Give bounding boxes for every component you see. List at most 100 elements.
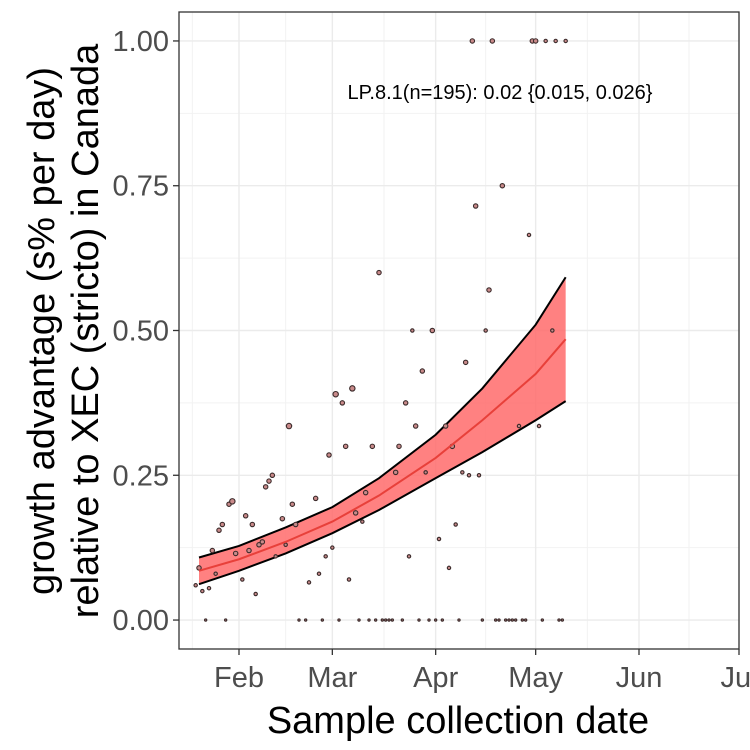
annotation-text: LP.8.1(n=195): 0.02 {0.015, 0.026} — [348, 82, 653, 104]
y-axis-title-line-1: growth advantage (s% per day) — [21, 67, 63, 595]
data-point — [483, 328, 488, 333]
ribbon-lower-edge — [198, 400, 567, 586]
data-point — [489, 38, 496, 44]
data-point — [362, 489, 369, 496]
data-point — [376, 269, 382, 276]
data-point — [563, 38, 568, 44]
data-point — [440, 618, 445, 622]
data-point — [279, 515, 286, 522]
data-point — [436, 536, 442, 542]
data-point — [285, 422, 293, 430]
x-tick-label: Jul — [720, 662, 750, 694]
data-point — [337, 618, 341, 622]
data-point — [320, 618, 325, 622]
data-point — [219, 521, 226, 528]
data-point — [510, 618, 515, 622]
data-point — [536, 423, 542, 429]
data-point — [229, 498, 236, 505]
data-point — [560, 618, 565, 622]
data-point — [412, 423, 419, 429]
data-point — [540, 618, 545, 622]
x-tick-label: Jun — [616, 662, 663, 694]
y-tick-label: 0.00 — [113, 605, 169, 637]
data-point — [346, 577, 352, 582]
data-point — [209, 547, 216, 554]
data-point — [550, 328, 555, 333]
data-point — [387, 618, 391, 622]
data-point — [520, 618, 525, 622]
data-point — [357, 618, 361, 622]
data-point — [493, 618, 498, 622]
data-point — [557, 618, 561, 622]
axis-ticks: 0.00 0.25 0.50 0.75 1.00 Feb Mar Apr May Jun Jul — [113, 26, 750, 694]
data-point — [339, 400, 346, 406]
data-point — [306, 580, 312, 585]
data-point — [429, 327, 436, 334]
data-point — [203, 618, 208, 622]
data-point — [330, 545, 335, 550]
data-point — [200, 588, 205, 594]
data-point — [410, 328, 415, 333]
data-point — [332, 390, 339, 398]
data-point — [406, 554, 412, 559]
data-point — [480, 618, 485, 622]
data-point — [289, 501, 296, 507]
data-point — [380, 618, 385, 622]
x-tick-label: Apr — [413, 662, 458, 694]
data-point — [367, 618, 371, 622]
data-point — [442, 423, 449, 429]
data-point — [469, 38, 476, 44]
data-point — [273, 554, 278, 559]
data-point — [349, 385, 356, 392]
data-point — [513, 618, 518, 622]
y-tick-label: 0.25 — [113, 460, 169, 492]
x-tick-label: May — [508, 662, 563, 694]
data-point — [253, 591, 258, 597]
data-point — [419, 368, 426, 374]
data-point — [462, 359, 469, 366]
y-tick-label: 0.50 — [113, 316, 169, 348]
data-point — [523, 618, 528, 622]
data-point — [499, 182, 506, 189]
data-point — [269, 472, 276, 479]
data-point — [497, 618, 501, 622]
data-point — [466, 473, 472, 478]
data-point — [312, 495, 319, 502]
fit-line — [198, 338, 567, 572]
y-tick-label: 1.00 — [113, 26, 169, 58]
data-point — [256, 542, 262, 548]
data-point — [342, 443, 349, 450]
data-point — [507, 618, 511, 622]
data-point — [400, 618, 405, 622]
data-point — [433, 618, 438, 622]
data-point — [292, 521, 299, 528]
data-point — [316, 571, 322, 576]
data-point — [246, 547, 252, 554]
data-point — [402, 400, 409, 406]
data-point — [240, 577, 245, 582]
data-point — [453, 522, 458, 527]
x-tick-label: Feb — [214, 662, 264, 694]
data-point — [360, 519, 365, 524]
data-point — [193, 583, 198, 588]
data-point — [266, 478, 272, 484]
y-axis-title-line-2: relative to XEC (stricto) in Canada — [65, 43, 107, 618]
data-point — [427, 618, 431, 622]
data-point — [543, 38, 548, 44]
data-point — [516, 423, 522, 429]
x-tick-label: Mar — [307, 662, 357, 694]
data-point — [503, 618, 508, 622]
data-point — [486, 287, 492, 293]
data-point — [206, 585, 212, 591]
data-point — [417, 618, 421, 622]
data-point — [259, 539, 266, 545]
data-point — [396, 443, 402, 450]
data-point — [553, 38, 558, 44]
data-point — [373, 618, 378, 622]
data-point — [213, 571, 218, 576]
data-point — [423, 470, 428, 475]
data-point — [297, 618, 301, 622]
ribbon-upper-edge — [198, 276, 567, 559]
data-point — [303, 618, 308, 622]
data-point — [369, 443, 376, 450]
